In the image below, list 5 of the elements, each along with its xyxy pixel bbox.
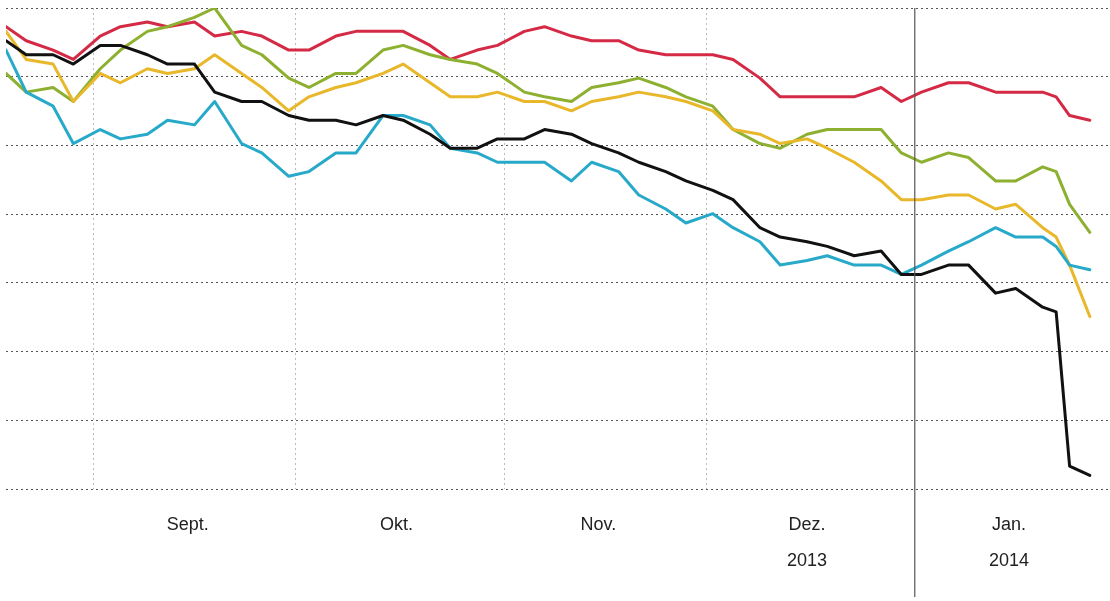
x-tick-label: Okt. — [379, 513, 413, 534]
x-tick-label: Nov. — [580, 513, 617, 534]
x-tick-label: Dez. 2013 — [787, 513, 828, 570]
x-tick-label: Sept. — [166, 513, 209, 534]
x-tick-label: Jan. 2014 — [989, 513, 1030, 570]
